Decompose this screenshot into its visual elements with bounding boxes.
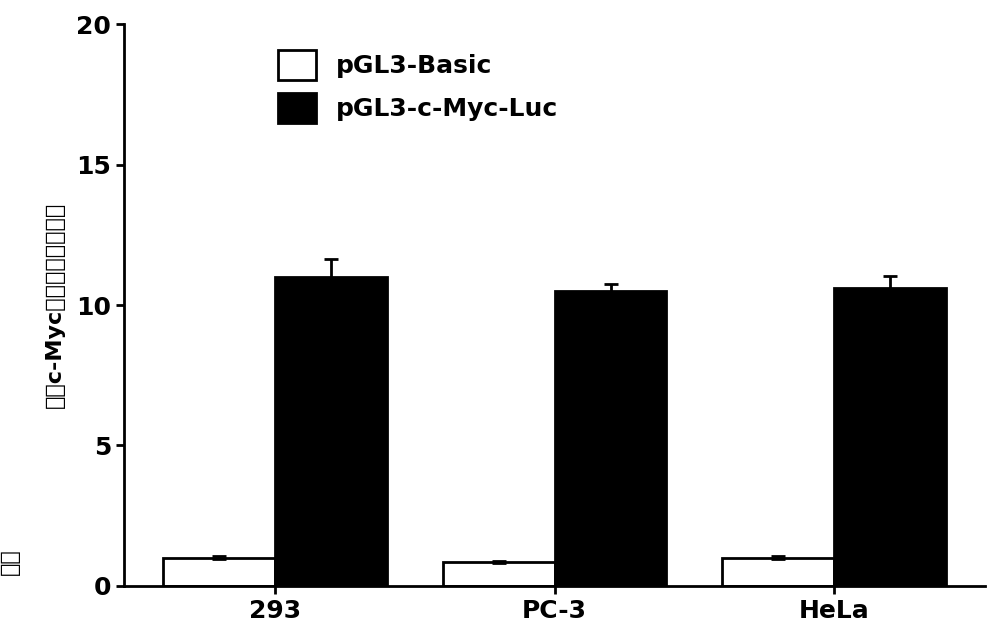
Bar (555, 291, 666, 586)
Bar (443, 562, 555, 586)
Bar (163, 558, 275, 586)
Bar (275, 277, 387, 586)
Legend: pGL3-Basic, pGL3-c-Myc-Luc: pGL3-Basic, pGL3-c-Myc-Luc (266, 37, 571, 135)
Y-axis label: 相对c-Myc萸萤素酶基因活性: 相对c-Myc萸萤素酶基因活性 (45, 202, 65, 408)
Bar (722, 558, 834, 586)
Bar (834, 288, 946, 586)
Text: 相对: 相对 (0, 548, 20, 575)
